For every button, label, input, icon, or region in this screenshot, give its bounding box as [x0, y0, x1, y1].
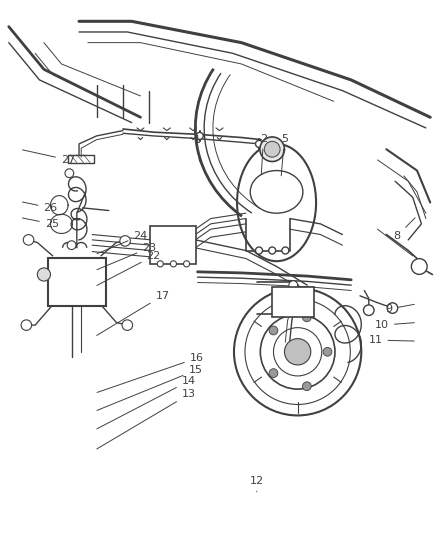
Circle shape — [386, 303, 397, 313]
Circle shape — [157, 261, 163, 267]
Circle shape — [281, 247, 288, 254]
Circle shape — [122, 320, 132, 330]
Circle shape — [170, 261, 176, 267]
Text: 8: 8 — [393, 218, 414, 240]
FancyBboxPatch shape — [272, 287, 314, 318]
Circle shape — [183, 261, 189, 267]
Text: 17: 17 — [96, 291, 169, 335]
Circle shape — [322, 348, 331, 356]
Circle shape — [21, 320, 32, 330]
Text: 14: 14 — [97, 376, 195, 429]
Circle shape — [65, 169, 74, 177]
Circle shape — [255, 140, 262, 148]
Circle shape — [273, 142, 279, 149]
Circle shape — [284, 338, 310, 365]
Circle shape — [302, 313, 311, 322]
Circle shape — [302, 382, 311, 391]
Text: 22: 22 — [97, 251, 160, 286]
Circle shape — [23, 235, 34, 245]
Text: 1: 1 — [194, 135, 201, 161]
Text: 10: 10 — [374, 320, 413, 330]
Text: 5: 5 — [280, 134, 287, 176]
FancyBboxPatch shape — [48, 258, 106, 306]
Text: 16: 16 — [97, 353, 203, 392]
Text: 27: 27 — [22, 150, 75, 165]
Text: 9: 9 — [384, 304, 413, 314]
Circle shape — [268, 326, 277, 335]
Text: 24: 24 — [97, 231, 147, 254]
Circle shape — [268, 369, 277, 377]
Circle shape — [120, 236, 130, 246]
Text: 15: 15 — [97, 366, 202, 410]
Text: 12: 12 — [249, 476, 263, 492]
Text: 2: 2 — [259, 134, 266, 174]
Circle shape — [259, 137, 284, 161]
Circle shape — [363, 305, 373, 316]
Circle shape — [255, 247, 262, 254]
Text: 11: 11 — [367, 335, 413, 345]
Text: 13: 13 — [96, 390, 195, 449]
FancyBboxPatch shape — [150, 226, 196, 264]
Circle shape — [264, 141, 279, 157]
Text: 26: 26 — [22, 202, 57, 213]
Text: 23: 23 — [97, 243, 156, 270]
Circle shape — [268, 247, 275, 254]
Circle shape — [410, 259, 426, 274]
Circle shape — [67, 241, 76, 249]
Circle shape — [37, 268, 50, 281]
Text: 25: 25 — [22, 218, 59, 229]
Circle shape — [288, 304, 297, 312]
Circle shape — [196, 132, 203, 140]
Circle shape — [288, 281, 297, 289]
